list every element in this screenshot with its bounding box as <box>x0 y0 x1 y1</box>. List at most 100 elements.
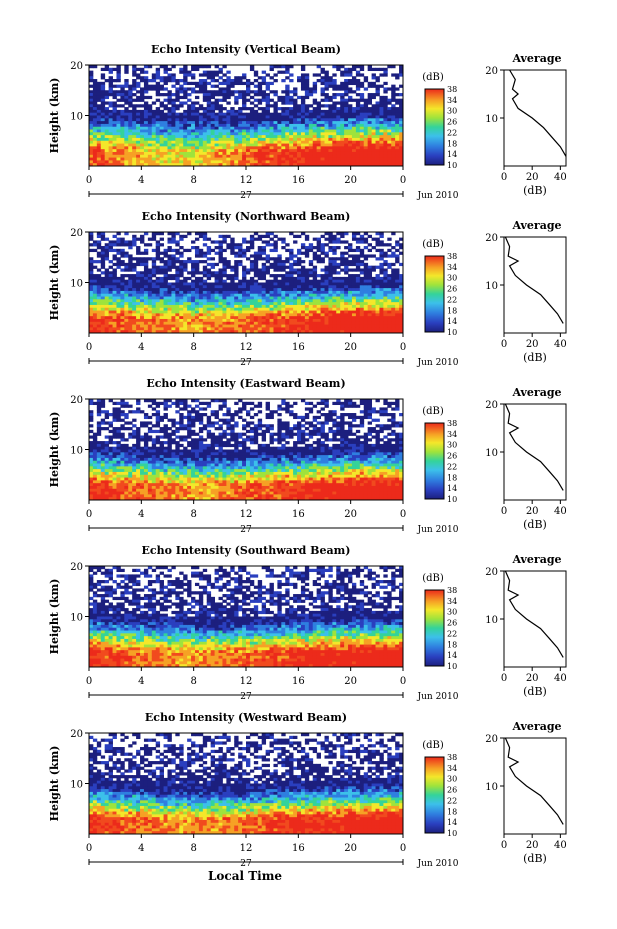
panel-title: Echo Intensity (Northward Beam) <box>142 210 351 223</box>
y-axis-label: Height (km) <box>48 746 61 822</box>
colorbar-tick-label: 14 <box>447 651 457 660</box>
colorbar-tick-label: 26 <box>447 619 457 628</box>
y-tick-label: 10 <box>70 279 83 290</box>
heatmap-cells <box>89 733 404 835</box>
colorbar-tick-label: 22 <box>447 796 457 805</box>
avg-x-tick-label: 20 <box>526 339 539 350</box>
colorbar-tick-label: 30 <box>447 608 457 617</box>
avg-x-tick-label: 40 <box>554 840 567 851</box>
x-tick-label: 16 <box>292 342 305 353</box>
avg-x-tick-label: 20 <box>526 506 539 517</box>
y-tick-label: 10 <box>70 613 83 624</box>
colorbar-tick-label: 38 <box>447 419 457 428</box>
x-tick-label: 8 <box>190 676 196 687</box>
colorbar-tick-label: 30 <box>447 441 457 450</box>
avg-x-tick-label: 40 <box>554 506 567 517</box>
colorbar-tick-label: 10 <box>447 662 457 671</box>
panel-1: Echo Intensity (Vertical Beam) 10 20 Height… <box>48 43 567 201</box>
y-tick-label: 20 <box>70 562 83 573</box>
y-tick-label: 20 <box>70 228 83 239</box>
colorbar-tick-label: 22 <box>447 295 457 304</box>
avg-y-tick-label: 10 <box>485 615 498 626</box>
colorbar-label: (dB) <box>422 573 444 584</box>
x-tick-label: 4 <box>138 342 144 353</box>
colorbar-tick-label: 18 <box>447 473 457 482</box>
colorbar-tick-label: 38 <box>447 586 457 595</box>
avg-y-tick-label: 20 <box>485 734 498 745</box>
panel-4: Echo Intensity (Southward Beam) 10 20 Heigh… <box>48 544 567 702</box>
avg-x-tick-label: 40 <box>554 673 567 684</box>
avg-y-tick-label: 10 <box>485 782 498 793</box>
x-tick-label: 12 <box>240 175 253 186</box>
average-frame <box>503 236 567 334</box>
x-tick-label: 4 <box>138 843 144 854</box>
colorbar-tick-label: 26 <box>447 452 457 461</box>
day-label: 27 <box>240 525 252 535</box>
avg-x-label: (dB) <box>523 351 547 364</box>
date-label: Jun 2010 <box>417 692 459 702</box>
average-profile-line <box>504 403 564 491</box>
x-tick-label: 20 <box>344 509 357 520</box>
date-label: Jun 2010 <box>417 525 459 535</box>
x-tick-label: 0 <box>400 175 406 186</box>
average-title: Average <box>511 720 561 733</box>
x-tick-label: 12 <box>240 342 253 353</box>
panel-title: Echo Intensity (Westward Beam) <box>145 711 347 724</box>
colorbar-tick-label: 18 <box>447 139 457 148</box>
x-tick-label: 0 <box>86 175 92 186</box>
colorbar-tick-label: 34 <box>447 764 457 773</box>
colorbar-tick-label: 18 <box>447 807 457 816</box>
y-tick-label: 20 <box>70 395 83 406</box>
colorbar-label: (dB) <box>422 740 444 751</box>
average-title: Average <box>511 52 561 65</box>
average-frame <box>503 403 567 501</box>
colorbar-tick-label: 34 <box>447 263 457 272</box>
avg-y-tick-label: 10 <box>485 114 498 125</box>
colorbar <box>424 422 445 500</box>
average-title: Average <box>511 553 561 566</box>
x-tick-label: 16 <box>292 843 305 854</box>
x-tick-label: 0 <box>400 342 406 353</box>
average-frame <box>503 570 567 668</box>
x-tick-label: 4 <box>138 175 144 186</box>
colorbar <box>424 88 445 166</box>
x-tick-label: 20 <box>344 843 357 854</box>
avg-x-tick-label: 0 <box>501 339 507 350</box>
x-tick-label: 0 <box>86 843 92 854</box>
colorbar <box>424 589 445 667</box>
colorbar-tick-label: 10 <box>447 161 457 170</box>
avg-x-tick-label: 0 <box>501 673 507 684</box>
colorbar-tick-label: 26 <box>447 786 457 795</box>
y-axis-label: Height (km) <box>48 78 61 154</box>
date-label: Jun 2010 <box>417 358 459 368</box>
colorbar-tick-label: 10 <box>447 495 457 504</box>
day-label: 27 <box>240 859 252 869</box>
x-tick-label: 20 <box>344 175 357 186</box>
x-tick-label: 16 <box>292 676 305 687</box>
avg-x-tick-label: 20 <box>526 172 539 183</box>
x-tick-label: 12 <box>240 509 253 520</box>
avg-x-tick-label: 20 <box>526 673 539 684</box>
colorbar-tick-label: 30 <box>447 107 457 116</box>
x-tick-label: 8 <box>190 509 196 520</box>
avg-x-tick-label: 40 <box>554 172 567 183</box>
y-axis-label: Height (km) <box>48 412 61 488</box>
y-tick-label: 10 <box>70 446 83 457</box>
avg-x-label: (dB) <box>523 852 547 865</box>
colorbar-tick-label: 38 <box>447 85 457 94</box>
heatmap-cells <box>89 232 404 334</box>
panel-3: Echo Intensity (Eastward Beam) 10 20 Height… <box>48 377 567 535</box>
y-axis-label: Height (km) <box>48 245 61 321</box>
panel-2: Echo Intensity (Northward Beam) 10 20 Heigh… <box>48 210 567 368</box>
x-tick-label: 4 <box>138 509 144 520</box>
panel-title: Echo Intensity (Southward Beam) <box>142 544 351 557</box>
average-title: Average <box>511 219 561 232</box>
panel-title: Echo Intensity (Vertical Beam) <box>151 43 341 56</box>
heatmap-cells <box>89 399 404 501</box>
colorbar-tick-label: 10 <box>447 328 457 337</box>
x-tick-label: 8 <box>190 843 196 854</box>
avg-y-tick-label: 10 <box>485 448 498 459</box>
colorbar-tick-label: 34 <box>447 597 457 606</box>
colorbar-tick-label: 14 <box>447 484 457 493</box>
average-profile-panel: Average 10 20 0 20 40 (dB) <box>485 52 566 197</box>
